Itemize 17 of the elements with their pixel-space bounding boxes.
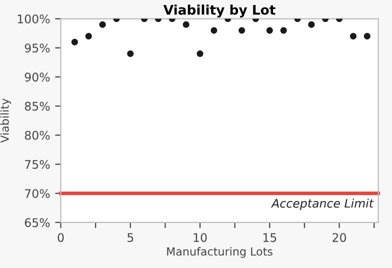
y-tick-label: 65%: [24, 218, 50, 228]
y-tick-label: 70%: [25, 189, 50, 198]
y-tick-label: 80%: [24, 130, 50, 140]
y-tick-label: 100%: [18, 14, 50, 24]
y-axis-title: Viability: [0, 98, 12, 143]
x-tick-label: 15: [263, 233, 276, 242]
ref-line-label: Acceptance Limit: [270, 198, 374, 210]
x-axis-title: Manufacturing Lots: [167, 247, 272, 258]
y-tick-label: 85%: [24, 102, 50, 111]
y-tick-label: 75%: [25, 160, 50, 169]
x-tick-label: 10: [194, 233, 207, 242]
x-tick-label: 0: [58, 233, 64, 242]
y-tick-label: 95%: [24, 44, 50, 53]
chart-title: Viability by Lot: [163, 4, 276, 18]
y-tick-label: 90%: [24, 72, 50, 82]
x-tick-label: 20: [332, 233, 346, 242]
x-tick-label: 5: [128, 233, 134, 242]
